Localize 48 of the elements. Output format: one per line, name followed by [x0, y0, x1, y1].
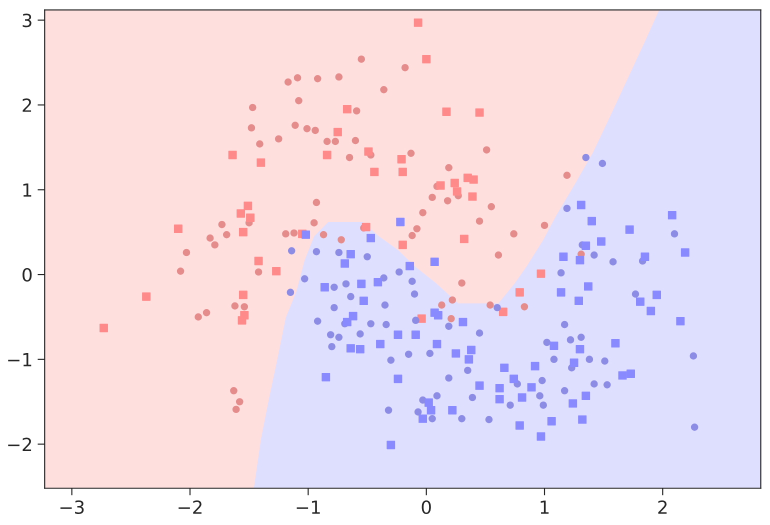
- x-tick-label: 1: [540, 500, 549, 514]
- point: [362, 222, 370, 232]
- y-tick-label: −1: [8, 353, 32, 366]
- point: [236, 209, 246, 218]
- point: [370, 168, 379, 176]
- x-tick-label: −3: [60, 500, 84, 514]
- point: [436, 181, 445, 190]
- point: [536, 269, 546, 278]
- point: [256, 158, 266, 167]
- point: [469, 175, 478, 184]
- point: [452, 187, 462, 196]
- point: [238, 228, 248, 236]
- y-tick-label: 2: [22, 98, 32, 112]
- point: [142, 292, 151, 301]
- point: [174, 224, 182, 233]
- point: [398, 240, 407, 250]
- point: [333, 128, 342, 136]
- point: [515, 288, 524, 297]
- point: [238, 316, 246, 325]
- point: [442, 108, 451, 116]
- point: [246, 214, 254, 222]
- point: [244, 202, 252, 210]
- point: [475, 108, 484, 117]
- point: [397, 155, 406, 164]
- point: [342, 104, 352, 114]
- point: [398, 168, 407, 176]
- point: [498, 308, 508, 316]
- point: [100, 324, 108, 332]
- point: [450, 178, 459, 188]
- y-tick-label: 0: [22, 268, 32, 282]
- point: [254, 256, 263, 266]
- y-tick-label: 3: [22, 14, 32, 28]
- point: [468, 192, 477, 201]
- point: [414, 18, 422, 27]
- x-tick-label: −1: [296, 500, 320, 514]
- point: [460, 234, 468, 244]
- x-tick-label: 2: [658, 500, 667, 514]
- point: [228, 150, 237, 160]
- y-tick-label: −2: [8, 438, 32, 452]
- point: [322, 150, 332, 160]
- point: [417, 314, 426, 323]
- x-tick-label: 0: [422, 500, 431, 514]
- point: [272, 266, 280, 276]
- point: [422, 54, 431, 64]
- point: [364, 147, 373, 156]
- y-tick-label: 1: [23, 183, 32, 197]
- point: [238, 290, 248, 300]
- x-tick-label: −2: [178, 500, 202, 514]
